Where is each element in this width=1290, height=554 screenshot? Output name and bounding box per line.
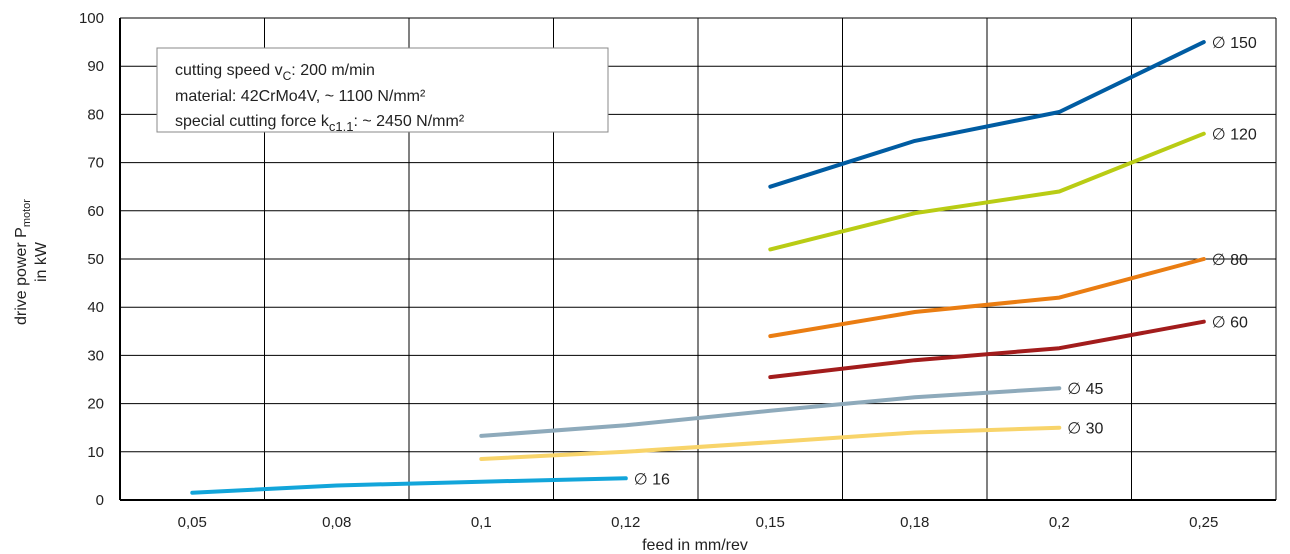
series-line-d80 (768, 257, 1206, 339)
annotation-line-3: special cutting force kc1.1: ~ 2450 N/mm… (175, 113, 465, 134)
x-tick-label: 0,15 (756, 514, 785, 531)
annotation-line-3-prefix: special cutting force k (175, 113, 330, 130)
y-tick-label: 50 (87, 251, 104, 268)
series-label-d30: ∅ 30 (1067, 421, 1103, 438)
x-tick-label: 0,2 (1049, 514, 1070, 531)
y-tick-label: 10 (87, 444, 104, 461)
y-axis-title-line-2: in kW (33, 241, 50, 282)
y-tick-label: 70 (87, 155, 104, 172)
annotation-line-2: material: 42CrMo4V, ~ 1100 N/mm² (175, 88, 426, 105)
x-tick-labels: 0,05 0,08 0,1 0,12 0,15 0,18 0,2 0,25 (178, 514, 1219, 531)
x-tick-label: 0,1 (471, 514, 492, 531)
y-tick-labels: 0 10 20 30 40 50 60 70 80 90 100 (79, 10, 104, 509)
y-tick-label: 100 (79, 10, 104, 27)
y-axis-title: drive power Pmotor in kW (13, 199, 50, 325)
y-axis-title-line-1: drive power Pmotor (13, 199, 33, 325)
annotation-line-1-prefix: cutting speed v (175, 62, 283, 79)
series-line-d120 (768, 131, 1206, 252)
x-tick-label: 0,05 (178, 514, 207, 531)
annotation-line-3-sub: c1.1 (329, 119, 354, 134)
annotation-line-1: cutting speed vC: 200 m/min (175, 62, 375, 83)
grid (119, 17, 1277, 501)
series-label-d120: ∅ 120 (1212, 127, 1257, 144)
series-label-d16: ∅ 16 (634, 471, 670, 488)
y-tick-label: 20 (87, 396, 104, 413)
annotation-line-1-sub: C (283, 69, 292, 83)
x-tick-label: 0,12 (611, 514, 640, 531)
series-label-d60: ∅ 60 (1212, 315, 1248, 332)
x-tick-label: 0,18 (900, 514, 929, 531)
y-tick-label: 60 (87, 203, 104, 220)
annotation-line-3-suffix: : ~ 2450 N/mm² (353, 113, 464, 130)
y-tick-label: 0 (96, 492, 104, 509)
series-line-d150 (768, 40, 1206, 189)
series-labels: ∅ 150 ∅ 120 ∅ 80 ∅ 60 ∅ 45 ∅ 30 ∅ 16 (634, 35, 1257, 488)
y-tick-label: 40 (87, 299, 104, 316)
series-lines (190, 40, 1206, 495)
series-line-d16 (190, 476, 628, 495)
series-label-d45: ∅ 45 (1067, 381, 1103, 398)
annotation-box: cutting speed vC: 200 m/min material: 42… (156, 47, 609, 134)
x-tick-label: 0,25 (1189, 514, 1218, 531)
x-tick-label: 0,08 (322, 514, 351, 531)
y-axis-title-sub: motor (21, 199, 33, 227)
series-line-d30 (479, 425, 1062, 461)
series-line-d60 (768, 319, 1206, 380)
annotation-line-1-suffix: : 200 m/min (291, 62, 375, 79)
x-axis-title: feed in mm/rev (642, 537, 748, 554)
series-label-d150: ∅ 150 (1212, 35, 1257, 52)
series-label-d80: ∅ 80 (1212, 252, 1248, 269)
y-axis-title-main: drive power P (13, 227, 30, 325)
y-tick-label: 80 (87, 106, 104, 123)
y-tick-label: 90 (87, 58, 104, 75)
series-line-d45 (479, 386, 1062, 438)
annotation-frame (156, 47, 609, 133)
y-tick-label: 30 (87, 347, 104, 364)
